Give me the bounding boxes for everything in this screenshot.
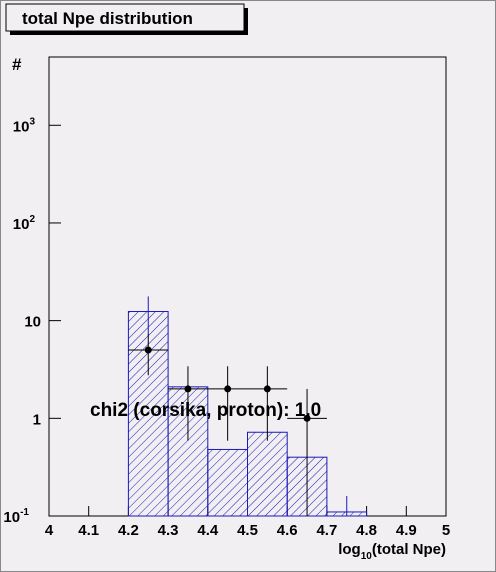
annotation: chi2 (corsika, proton): 1.0 <box>90 400 321 421</box>
x-tick-label: 5 <box>442 522 450 539</box>
y-tick-exponent: 2 <box>29 214 35 225</box>
x-tick-label: 4.8 <box>356 522 377 539</box>
x-tick-label: 4.9 <box>396 522 417 539</box>
y-tick-label: 10-1 <box>3 507 29 526</box>
histogram-bar <box>247 431 288 517</box>
x-tick-label: 4.1 <box>78 522 99 539</box>
y-tick-label: 103 <box>13 116 36 135</box>
data-point <box>303 414 311 422</box>
x-tick-label: 4.3 <box>158 522 179 539</box>
data-point <box>224 385 232 393</box>
data-point <box>263 385 271 393</box>
y-tick-exponent: 3 <box>29 116 35 127</box>
x-label-rest: (total Npe) <box>372 541 446 558</box>
y-tick-base: 10 <box>13 118 30 135</box>
x-tick-label: 4.7 <box>316 522 337 539</box>
x-tick-label: 4.4 <box>197 522 219 539</box>
y-tick-base: 10 <box>13 216 30 233</box>
y-tick-base: 10 <box>3 509 20 526</box>
x-tick-label: 4.5 <box>237 522 258 539</box>
x-tick-label: 4.2 <box>118 522 139 539</box>
x-tick-label: 4 <box>45 522 54 539</box>
data-point <box>144 346 152 354</box>
y-tick-label: 102 <box>13 214 36 233</box>
x-axis-label: log10(total Npe) <box>338 541 446 562</box>
y-axis-label: # <box>12 55 22 74</box>
x-label-base: log <box>338 541 361 558</box>
y-tick-label: 10 <box>24 314 41 331</box>
y-tick-label: 1 <box>33 411 41 428</box>
data-point <box>184 385 192 393</box>
plot: 4 4.1 4.2 4.3 4.4 4.5 4.6 4.7 4.8 4.9 510-11101021… <box>3 116 450 539</box>
chart-title: total Npe distribution <box>22 9 193 28</box>
histogram-bar <box>207 448 249 517</box>
x-tick-label: 4.6 <box>277 522 298 539</box>
x-label-sub: 10 <box>361 551 373 562</box>
y-tick-exponent: -1 <box>20 507 29 518</box>
title-box <box>5 3 245 32</box>
